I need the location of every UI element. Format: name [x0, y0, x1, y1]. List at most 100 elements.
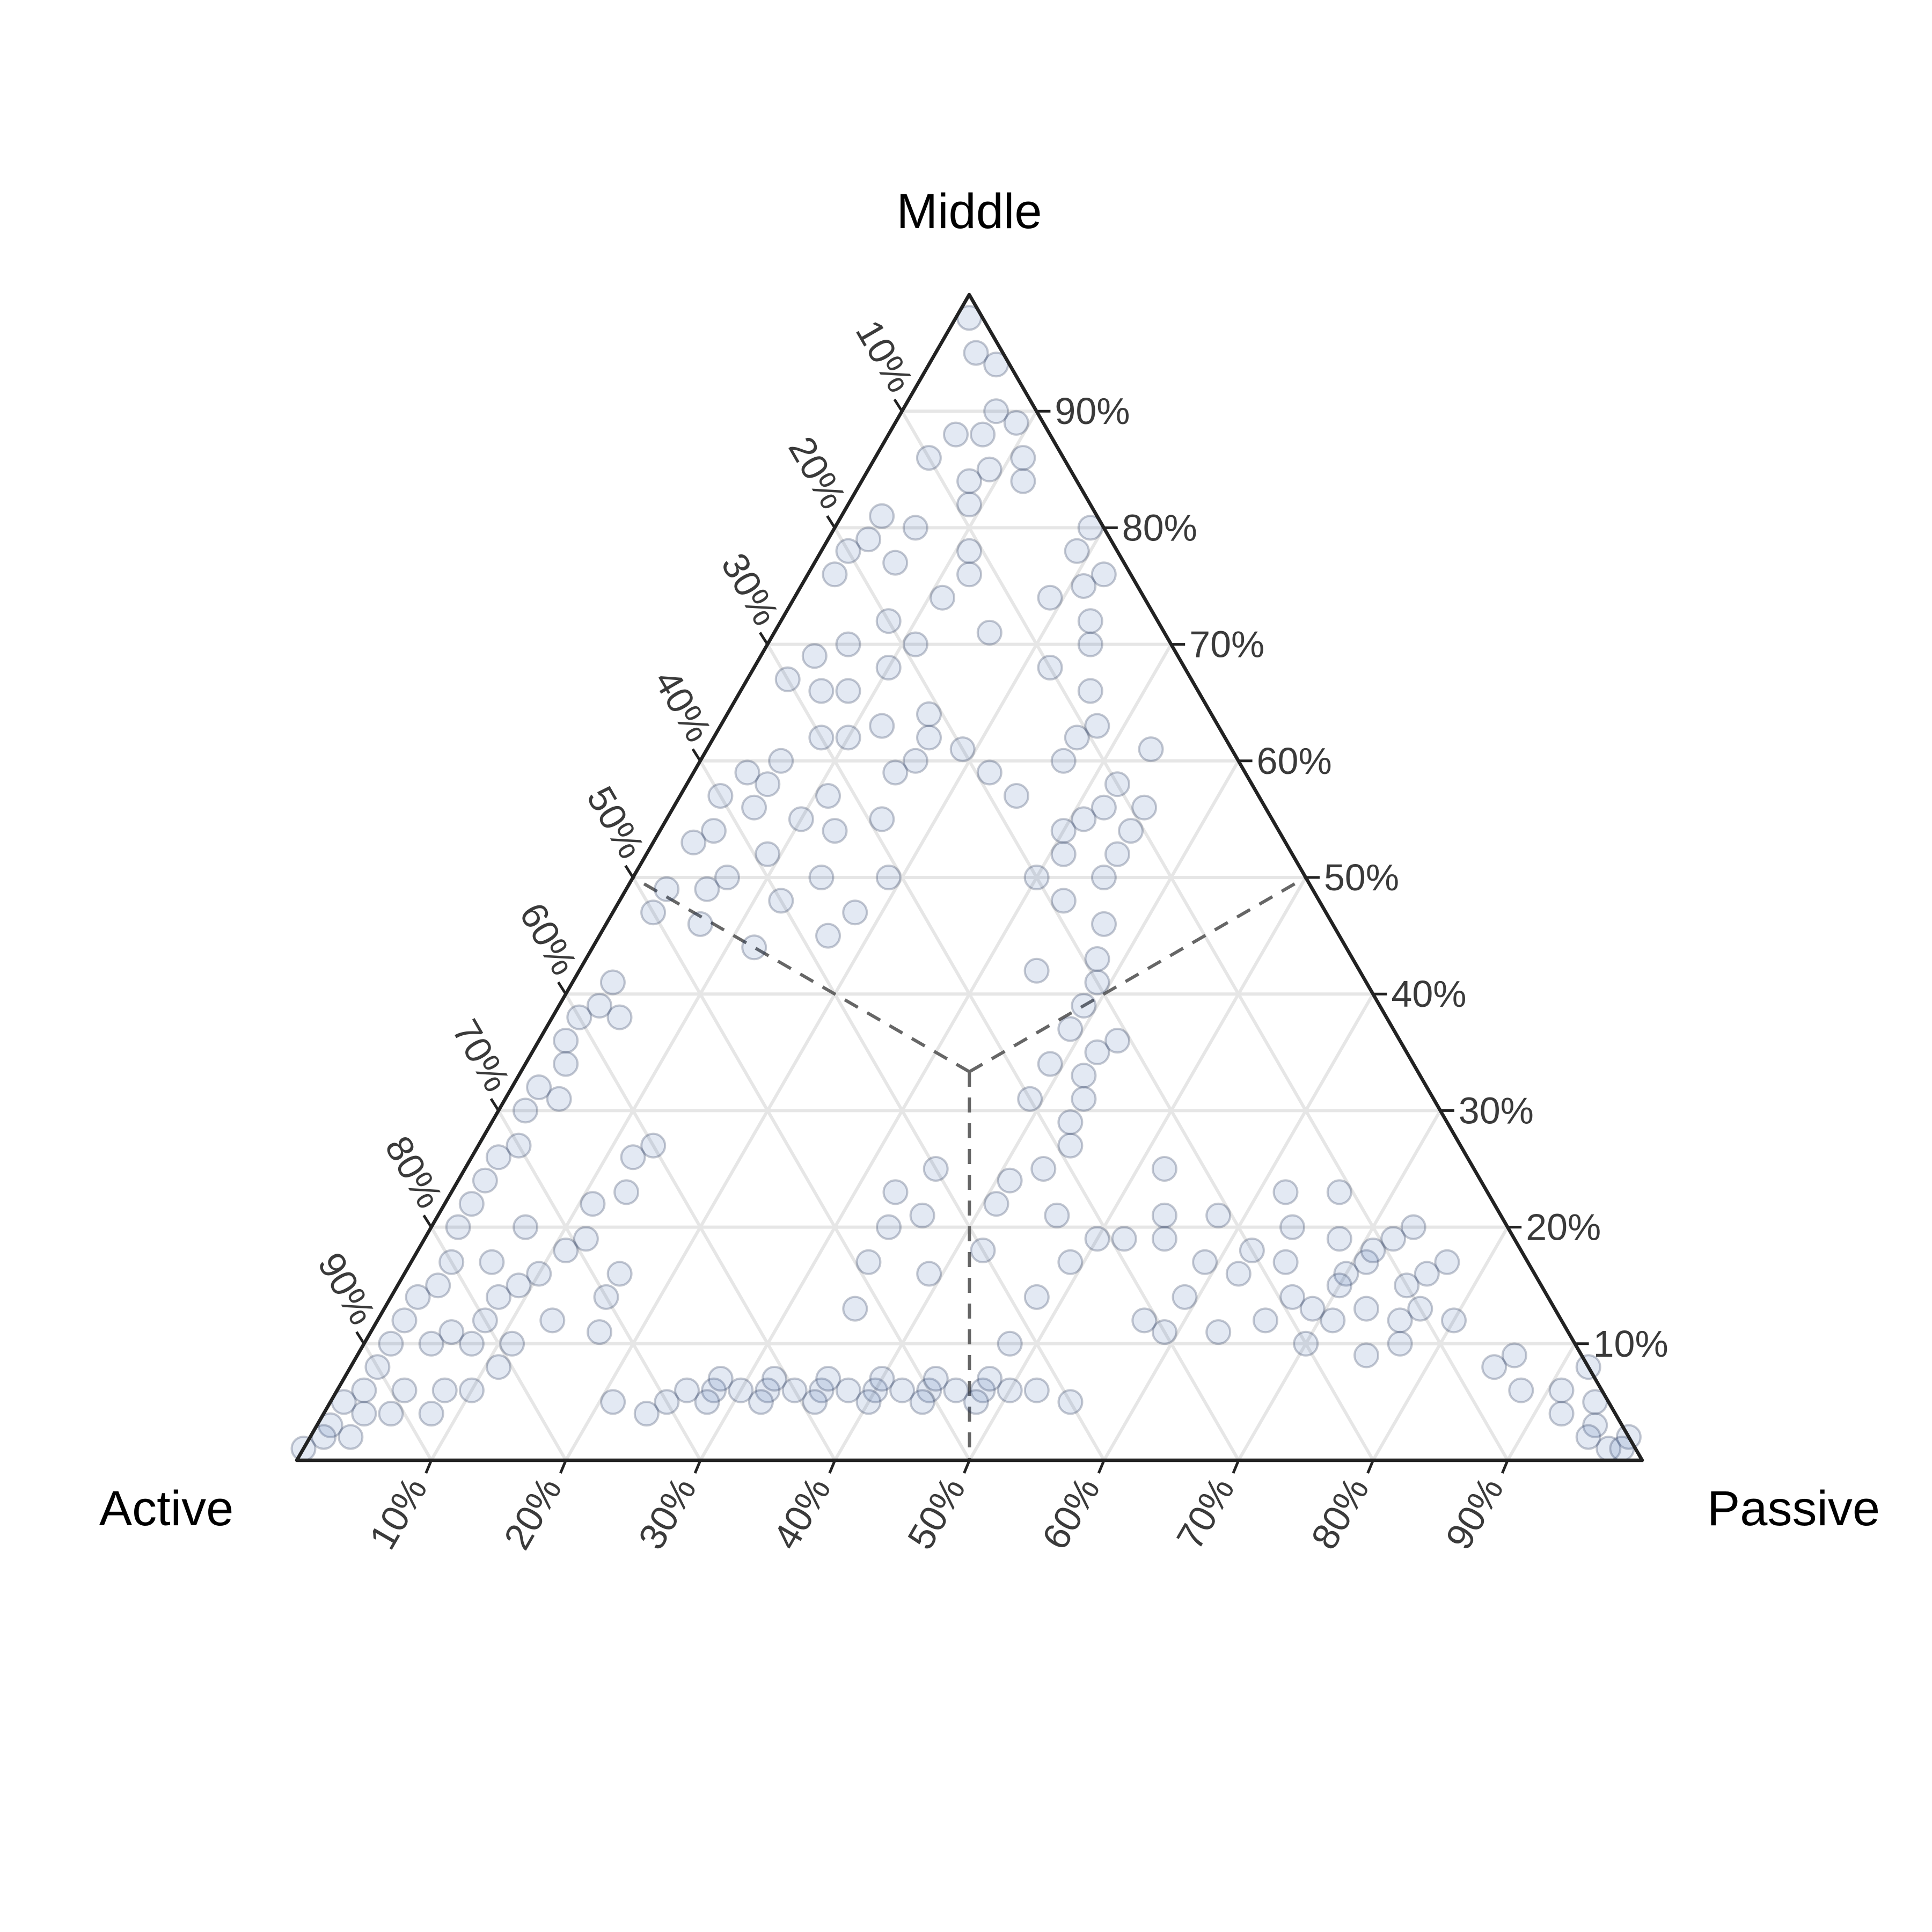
data-point-68	[586, 992, 612, 1019]
data-point-69	[566, 1004, 592, 1030]
data-point-224	[1151, 1156, 1177, 1182]
data-point-204	[1272, 1249, 1299, 1275]
data-point-99	[486, 1284, 511, 1310]
data-point-34	[774, 666, 801, 692]
data-point-86	[364, 1354, 391, 1380]
data-point-32	[956, 538, 983, 564]
tick-label-active-70: 70%	[444, 1013, 518, 1099]
data-point-140	[748, 1389, 774, 1415]
grid-line-passive-60	[1102, 993, 1374, 1461]
data-point-161	[916, 1261, 942, 1287]
data-point-236	[1111, 1226, 1137, 1252]
data-point-226	[1272, 1179, 1299, 1205]
vertex-labels: Middle Active Passive	[99, 184, 1880, 1536]
tick-mark-active-90	[355, 1331, 365, 1345]
data-point-172	[1084, 713, 1110, 739]
tick-mark-passive-90	[1501, 1460, 1509, 1474]
data-point-197	[1057, 1132, 1084, 1159]
tick-label-active-60: 60%	[511, 896, 586, 982]
data-point-185	[1118, 818, 1144, 844]
data-point-200	[1030, 1156, 1057, 1182]
tick-label-middle-70: 70%	[1189, 624, 1264, 665]
data-point-14	[1064, 538, 1090, 564]
data-point-64	[741, 934, 767, 961]
data-point-209	[1333, 1261, 1359, 1287]
data-point-167	[1077, 608, 1103, 634]
data-point-122	[728, 1377, 754, 1403]
data-point-22	[882, 550, 909, 576]
data-point-18	[855, 526, 882, 553]
tick-label-passive-90: 90%	[1438, 1470, 1512, 1556]
data-point-108	[513, 1214, 539, 1240]
data-point-39	[741, 794, 767, 821]
data-point-97	[438, 1319, 465, 1345]
grid-line-passive-90	[1506, 1343, 1577, 1461]
data-point-144	[963, 1389, 989, 1415]
data-point-175	[1138, 736, 1164, 763]
data-point-55	[902, 748, 928, 774]
data-point-150	[842, 1296, 868, 1322]
data-point-103	[573, 1226, 599, 1252]
data-point-113	[587, 1319, 612, 1345]
data-point-115	[606, 1261, 633, 1287]
tick-label-passive-60: 60%	[1034, 1470, 1108, 1556]
vertex-label-active: Active	[99, 1481, 234, 1536]
data-point-157	[983, 1191, 1009, 1217]
data-point-165	[1205, 1319, 1232, 1345]
data-point-101	[526, 1261, 552, 1287]
data-point-223	[1151, 1202, 1177, 1228]
data-point-125	[808, 1377, 835, 1403]
data-point-119	[418, 1401, 444, 1427]
data-point-148	[600, 1389, 626, 1415]
data-point-38	[815, 783, 841, 809]
data-point-152	[882, 1179, 909, 1205]
region-boundaries	[632, 876, 1307, 1461]
data-point-35	[808, 724, 835, 751]
tick-mark-active-20	[826, 515, 836, 529]
data-point-71	[606, 1004, 633, 1030]
data-point-227	[1326, 1179, 1352, 1205]
data-point-210	[1353, 1249, 1379, 1275]
tick-mark-passive-60	[1097, 1460, 1106, 1474]
data-point-4	[970, 421, 996, 448]
data-point-230	[1293, 1330, 1319, 1357]
data-point-45	[755, 841, 781, 867]
data-point-187	[1023, 865, 1050, 890]
data-point-133	[1023, 1377, 1050, 1403]
data-point-84	[391, 1307, 418, 1334]
data-point-23	[930, 584, 955, 611]
data-point-138	[923, 1366, 949, 1392]
data-point-190	[1084, 969, 1110, 996]
data-point-128	[889, 1377, 916, 1403]
data-point-146	[654, 1389, 680, 1415]
tick-label-passive-10: 10%	[361, 1470, 435, 1556]
data-point-26	[902, 631, 928, 657]
data-point-121	[701, 1377, 727, 1403]
data-point-42	[734, 759, 760, 786]
data-point-183	[1091, 865, 1117, 890]
tick-label-middle-10: 10%	[1593, 1323, 1668, 1365]
data-point-78	[472, 1167, 498, 1194]
data-point-58	[976, 759, 1002, 786]
data-point-130	[943, 1377, 969, 1403]
data-point-111	[499, 1330, 525, 1357]
data-point-59	[869, 806, 895, 832]
data-point-9	[956, 468, 983, 494]
data-point-116	[458, 1377, 485, 1403]
tick-label-passive-80: 80%	[1303, 1470, 1377, 1556]
data-point-53	[916, 724, 942, 751]
data-point-102	[553, 1238, 579, 1263]
data-point-222	[1192, 1249, 1218, 1275]
data-point-159	[1084, 1226, 1110, 1252]
data-point-139	[977, 1366, 1003, 1392]
data-point-243	[1575, 1424, 1601, 1450]
data-point-63	[768, 888, 794, 914]
data-point-143	[909, 1389, 935, 1415]
data-point-120	[674, 1377, 700, 1403]
data-point-46	[694, 876, 720, 902]
grid-line-active-70	[497, 1109, 702, 1461]
tick-label-middle-90: 90%	[1055, 390, 1130, 432]
data-point-198	[1037, 1051, 1063, 1077]
data-point-199	[1017, 1086, 1043, 1112]
data-point-158	[1044, 1202, 1070, 1228]
